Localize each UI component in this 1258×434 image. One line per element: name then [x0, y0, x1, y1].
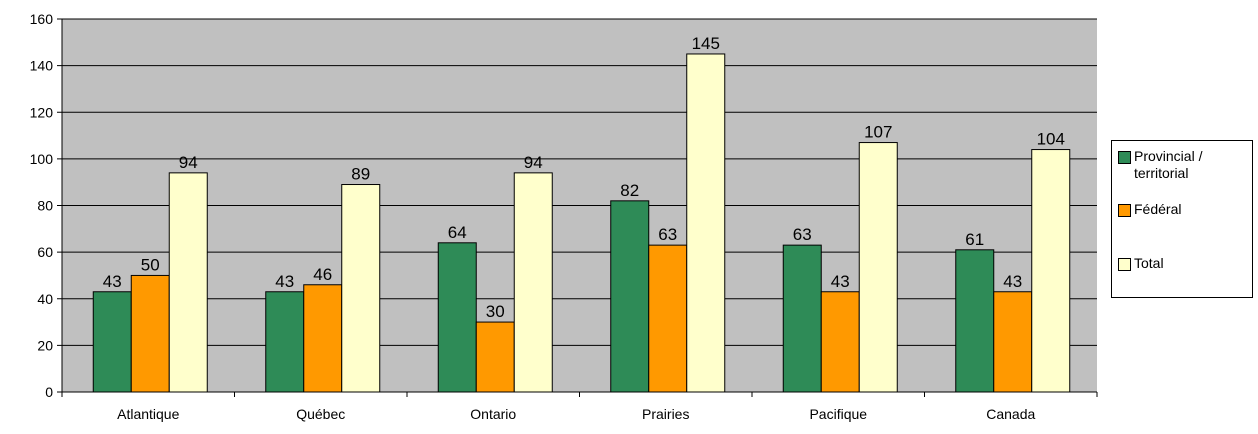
data-labels: 43 50 94 43 46 89 64 30 94 82 63 145 63 43 107 61 43 104: [103, 34, 1065, 321]
bar: [341, 184, 381, 393]
legend-label-total: Total: [1134, 255, 1164, 271]
legend-item-provincial: Provincial / territorial: [1118, 148, 1202, 182]
legend-item-federal: Fédéral: [1118, 201, 1181, 218]
y-tick-label: 140: [30, 58, 54, 74]
data-label: 43: [1003, 272, 1022, 291]
bars: [92, 53, 1071, 393]
y-tick-label: 80: [37, 198, 53, 214]
data-label: 46: [313, 265, 332, 284]
gridlines: [62, 18, 1097, 346]
data-label: 89: [351, 165, 370, 184]
y-tick-label: 20: [37, 337, 53, 353]
data-label: 104: [1037, 130, 1065, 149]
bar: [265, 291, 305, 393]
bar: [993, 291, 1033, 393]
x-tick-label: Pacifique: [809, 406, 867, 422]
bar: [858, 142, 898, 393]
data-label: 63: [793, 225, 812, 244]
data-label: 63: [658, 225, 677, 244]
bar: [648, 244, 688, 393]
bar: [820, 291, 860, 393]
bar: [130, 274, 170, 393]
bar: [92, 291, 132, 393]
data-label: 94: [524, 153, 543, 172]
x-tick-label: Québec: [296, 406, 345, 422]
legend: Provincial / territorial Fédéral Total: [1111, 140, 1253, 298]
legend-swatch-federal: [1118, 204, 1131, 217]
data-label: 145: [692, 34, 720, 53]
y-tick-label: 60: [37, 244, 53, 260]
data-label: 30: [486, 302, 505, 321]
bar: [168, 172, 208, 393]
legend-item-total: Total: [1118, 255, 1164, 272]
data-label: 50: [141, 255, 160, 274]
y-tick-label: 120: [30, 104, 54, 120]
data-label: 94: [179, 153, 198, 172]
y-tick-label: 160: [30, 11, 54, 27]
bar: [955, 249, 995, 393]
data-label: 61: [965, 230, 984, 249]
x-tick-label: Prairies: [642, 406, 689, 422]
data-label: 107: [864, 123, 892, 142]
legend-swatch-provincial: [1118, 151, 1131, 164]
x-tick-label: Ontario: [470, 406, 516, 422]
data-label: 64: [448, 223, 467, 242]
legend-label-federal: Fédéral: [1134, 201, 1182, 217]
bar: [513, 172, 553, 393]
bar: [303, 284, 343, 393]
y-tick-label: 0: [45, 384, 53, 400]
x-tick-label: Atlantique: [117, 406, 179, 422]
bar: [782, 244, 822, 393]
data-label: 43: [275, 272, 294, 291]
data-label: 43: [831, 272, 850, 291]
bar: [686, 53, 726, 393]
bar: [475, 321, 515, 393]
bar: [437, 242, 477, 393]
bar: [610, 200, 650, 393]
y-tick-label: 100: [30, 151, 54, 167]
legend-label-provincial: Provincial / territorial: [1134, 148, 1203, 181]
x-tick-label: Canada: [986, 406, 1035, 422]
y-tick-label: 40: [37, 291, 53, 307]
legend-swatch-total: [1118, 258, 1131, 271]
data-label: 82: [620, 181, 639, 200]
axes: 0 20 40 60 80 100 120 140 160 Atlantique Québec Ont…: [30, 11, 1098, 422]
data-label: 43: [103, 272, 122, 291]
bar: [1031, 149, 1071, 393]
